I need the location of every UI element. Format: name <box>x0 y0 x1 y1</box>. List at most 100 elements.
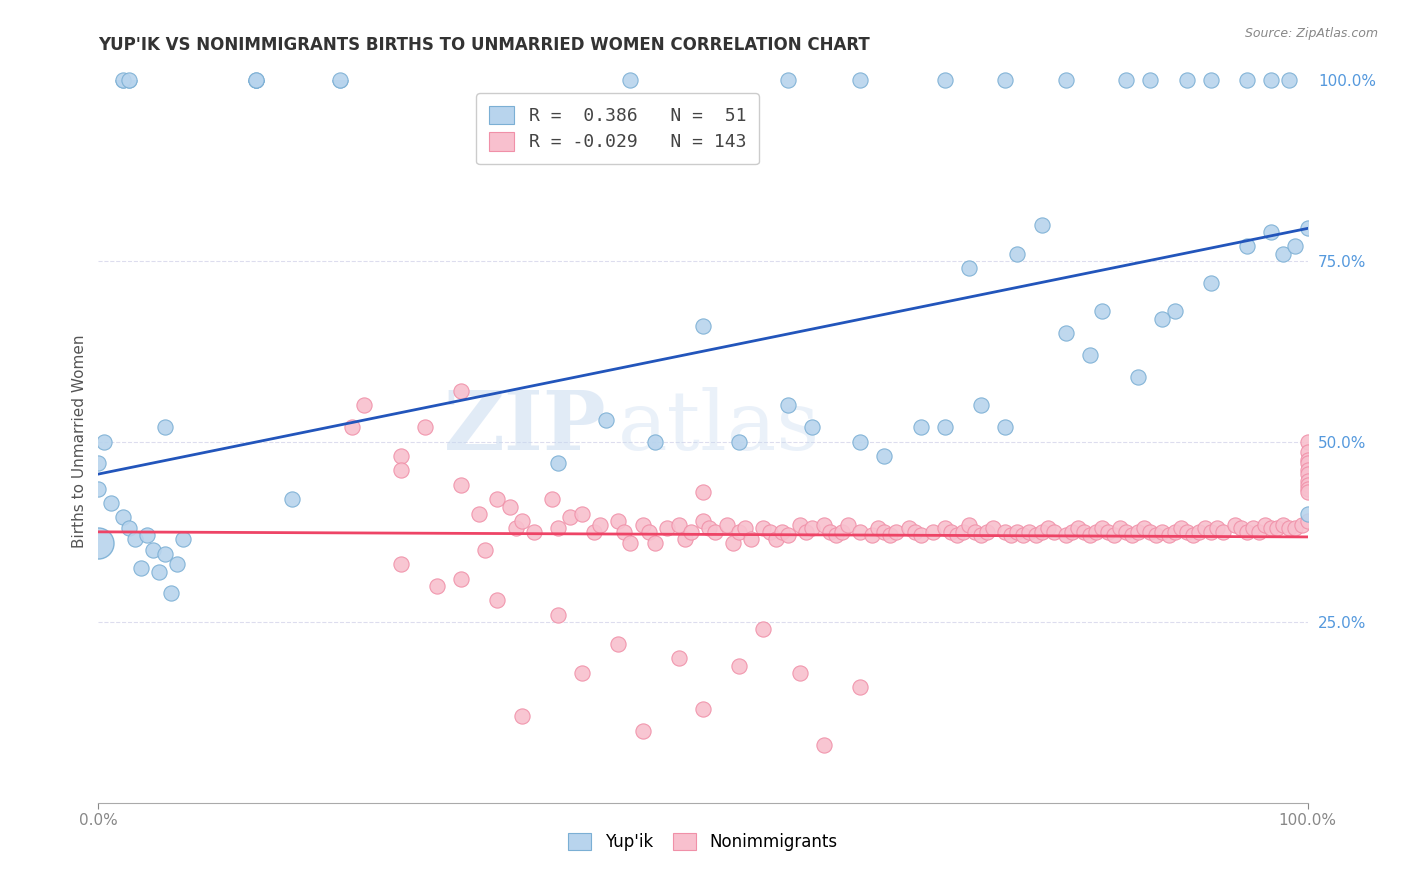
Point <box>849 73 872 87</box>
Point <box>619 73 641 87</box>
Point <box>765 532 787 546</box>
Point <box>1267 521 1289 535</box>
Point <box>1091 521 1114 535</box>
Point <box>468 507 491 521</box>
Point <box>1296 485 1319 500</box>
Point <box>426 579 449 593</box>
Point <box>1054 528 1077 542</box>
Point <box>1097 524 1119 539</box>
Point <box>692 514 714 528</box>
Point <box>1296 514 1319 528</box>
Point <box>1194 521 1216 535</box>
Point <box>1296 482 1319 496</box>
Point <box>825 528 848 542</box>
Point <box>1102 528 1125 542</box>
Point <box>486 593 509 607</box>
Point <box>860 528 883 542</box>
Point <box>571 507 593 521</box>
Point <box>389 558 412 572</box>
Point <box>589 517 612 532</box>
Point <box>389 463 412 477</box>
Point <box>800 521 823 535</box>
Point <box>595 413 617 427</box>
Point <box>607 637 630 651</box>
Point <box>505 521 527 535</box>
Point <box>172 532 194 546</box>
Point <box>1296 463 1319 477</box>
Point <box>118 73 141 87</box>
Point <box>740 532 762 546</box>
Point <box>160 586 183 600</box>
Point <box>111 73 134 87</box>
Point <box>1230 521 1253 535</box>
Point <box>800 420 823 434</box>
Point <box>897 521 920 535</box>
Point <box>965 524 987 539</box>
Point <box>994 73 1017 87</box>
Point <box>1157 528 1180 542</box>
Point <box>142 542 165 557</box>
Point <box>124 532 146 546</box>
Point <box>1278 73 1301 87</box>
Point <box>1000 528 1022 542</box>
Point <box>770 524 793 539</box>
Point <box>1296 452 1319 467</box>
Point <box>450 478 472 492</box>
Point <box>353 398 375 412</box>
Point <box>673 532 696 546</box>
Point <box>1206 521 1229 535</box>
Point <box>1175 524 1198 539</box>
Point <box>111 73 134 87</box>
Point <box>498 500 520 514</box>
Point <box>1291 517 1313 532</box>
Point <box>946 528 969 542</box>
Point <box>1188 524 1211 539</box>
Point <box>1181 528 1204 542</box>
Point <box>1085 524 1108 539</box>
Point <box>245 73 267 87</box>
Point <box>904 524 927 539</box>
Point <box>723 535 745 549</box>
Point <box>510 514 533 528</box>
Point <box>976 524 998 539</box>
Point <box>939 524 962 539</box>
Point <box>813 517 835 532</box>
Point <box>1007 524 1029 539</box>
Text: ZIP: ZIP <box>444 387 606 467</box>
Point <box>1073 524 1095 539</box>
Point <box>910 420 932 434</box>
Point <box>1163 524 1185 539</box>
Point <box>952 524 974 539</box>
Point <box>994 420 1017 434</box>
Point <box>704 524 727 539</box>
Point <box>474 542 496 557</box>
Point <box>93 434 115 449</box>
Point <box>970 528 993 542</box>
Point <box>728 658 751 673</box>
Point <box>1146 528 1168 542</box>
Point <box>1254 517 1277 532</box>
Point <box>450 572 472 586</box>
Y-axis label: Births to Unmarried Women: Births to Unmarried Women <box>72 334 87 549</box>
Point <box>668 651 690 665</box>
Point <box>1121 528 1143 542</box>
Point <box>868 521 890 535</box>
Point <box>818 524 841 539</box>
Point <box>1115 73 1137 87</box>
Legend: Yup'ik, Nonimmigrants: Yup'ik, Nonimmigrants <box>560 825 846 860</box>
Point <box>1260 521 1282 535</box>
Point <box>129 561 152 575</box>
Point <box>813 738 835 752</box>
Point <box>1260 225 1282 239</box>
Point <box>1163 304 1185 318</box>
Point <box>1212 524 1234 539</box>
Point <box>87 535 110 549</box>
Point <box>87 456 110 470</box>
Point <box>692 485 714 500</box>
Point <box>631 517 654 532</box>
Point <box>613 524 636 539</box>
Point <box>631 723 654 738</box>
Point <box>1128 369 1150 384</box>
Point <box>644 535 666 549</box>
Point <box>1128 524 1150 539</box>
